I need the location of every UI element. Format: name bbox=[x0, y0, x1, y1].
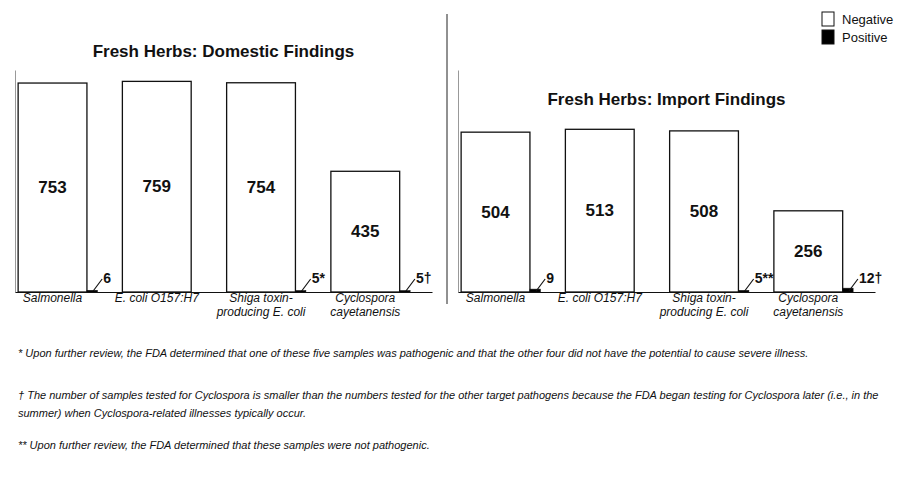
data-label: 435 bbox=[351, 222, 379, 241]
data-label: 256 bbox=[794, 242, 822, 261]
panel: 504 513 508 256 9 5** 12† Fresh Herbs: Import F… bbox=[459, 71, 883, 319]
bar bbox=[331, 171, 400, 292]
x-tick: E. coli O157:H7 bbox=[115, 291, 200, 305]
legend-label: Negative bbox=[842, 12, 893, 27]
data-label: 513 bbox=[586, 201, 614, 220]
x-tick-label-line: cayetanensis bbox=[330, 305, 400, 319]
data-label: 504 bbox=[481, 203, 510, 222]
x-tick-label-line: Shiga toxin- bbox=[672, 291, 735, 305]
y-axis-line bbox=[15, 71, 16, 293]
x-tick-label: Salmonella bbox=[23, 291, 83, 305]
x-axis: Salmonella E. coli O157:H7 Shiga toxin-pro… bbox=[459, 291, 876, 319]
y-axis-line bbox=[458, 71, 459, 293]
label-leader bbox=[536, 279, 545, 291]
x-tick-label-line: Salmonella bbox=[466, 291, 526, 305]
data-label: 5** bbox=[755, 270, 774, 286]
label-leader bbox=[302, 279, 311, 291]
x-tick-label: Shiga toxin-producing E. coli bbox=[659, 291, 749, 319]
data-labels: 504 513 508 256 9 5** 12† bbox=[481, 201, 882, 291]
x-tick-label-line: Salmonella bbox=[23, 291, 83, 305]
footnote: † The number of samples tested for Cyclo… bbox=[18, 386, 888, 422]
data-label: 754 bbox=[247, 178, 276, 197]
bar bbox=[295, 291, 305, 292]
label-leader bbox=[93, 279, 102, 291]
chart-title: Fresh Herbs: Import Findings bbox=[547, 90, 785, 109]
x-tick-label-line: Cyclospora bbox=[778, 291, 838, 305]
data-label: 9 bbox=[546, 270, 554, 286]
data-label: 5* bbox=[312, 270, 326, 286]
data-label: 753 bbox=[38, 178, 66, 197]
data-label: 508 bbox=[690, 202, 718, 221]
bar bbox=[565, 129, 634, 292]
panel-divider bbox=[447, 14, 448, 304]
page: 753 759 754 435 6 5* 5† Fresh Herbs: Domestic F… bbox=[0, 0, 900, 482]
bar bbox=[461, 132, 530, 292]
x-tick-label: Cyclosporacayetanensis bbox=[773, 291, 843, 319]
data-label: 6 bbox=[103, 270, 111, 286]
footnote: ** Upon further review, the FDA determin… bbox=[18, 436, 888, 454]
label-leader bbox=[406, 279, 415, 291]
x-tick-label-line: E. coli O157:H7 bbox=[115, 291, 200, 305]
data-label: 5† bbox=[416, 270, 432, 286]
legend-swatch bbox=[822, 30, 834, 44]
legend: Negative Positive bbox=[822, 12, 893, 45]
x-tick-label-line: Cyclospora bbox=[335, 291, 395, 305]
bar bbox=[18, 83, 87, 292]
bar bbox=[774, 211, 843, 292]
bars bbox=[18, 81, 410, 292]
legend-label: Positive bbox=[842, 30, 888, 45]
x-tick-label-line: Shiga toxin- bbox=[229, 291, 292, 305]
bars bbox=[461, 129, 853, 292]
x-tick-label-line: cayetanensis bbox=[773, 305, 843, 319]
x-tick: Salmonella bbox=[23, 291, 83, 305]
bar bbox=[400, 291, 410, 292]
x-tick-label: Shiga toxin-producing E. coli bbox=[216, 291, 306, 319]
x-tick-label: E. coli O157:H7 bbox=[115, 291, 200, 305]
x-tick: Salmonella bbox=[466, 291, 526, 305]
data-label: 12† bbox=[859, 270, 882, 286]
bar bbox=[87, 290, 97, 292]
x-tick: Shiga toxin-producing E. coli bbox=[659, 291, 749, 319]
bar bbox=[843, 288, 853, 292]
panel: 753 759 754 435 6 5* 5† Fresh Herbs: Domestic F… bbox=[16, 42, 433, 318]
x-tick-label-line: E. coli O157:H7 bbox=[558, 291, 643, 305]
chart-title: Fresh Herbs: Domestic Findings bbox=[93, 42, 355, 61]
x-tick-label: E. coli O157:H7 bbox=[558, 291, 643, 305]
x-tick-label-line: producing E. coli bbox=[659, 305, 749, 319]
x-tick-label-line: producing E. coli bbox=[216, 305, 306, 319]
data-label: 759 bbox=[143, 177, 171, 196]
x-tick-label: Salmonella bbox=[466, 291, 526, 305]
bar bbox=[227, 83, 296, 292]
x-tick: Cyclosporacayetanensis bbox=[773, 291, 843, 319]
bar bbox=[122, 81, 191, 292]
bar bbox=[530, 289, 540, 292]
label-leader bbox=[745, 279, 754, 291]
x-tick: Shiga toxin-producing E. coli bbox=[216, 291, 306, 319]
data-labels: 753 759 754 435 6 5* 5† bbox=[38, 177, 431, 291]
x-tick: E. coli O157:H7 bbox=[558, 291, 643, 305]
y-axis bbox=[458, 71, 459, 293]
bar bbox=[738, 290, 748, 292]
x-axis: Salmonella E. coli O157:H7 Shiga toxin-pro… bbox=[16, 291, 433, 319]
footnote: * Upon further review, the FDA determine… bbox=[18, 344, 888, 362]
y-axis bbox=[15, 71, 16, 293]
x-tick: Cyclosporacayetanensis bbox=[330, 291, 400, 319]
x-tick-label: Cyclosporacayetanensis bbox=[330, 291, 400, 319]
legend-swatch bbox=[822, 12, 834, 26]
label-leader bbox=[849, 279, 858, 291]
bar bbox=[670, 131, 739, 292]
